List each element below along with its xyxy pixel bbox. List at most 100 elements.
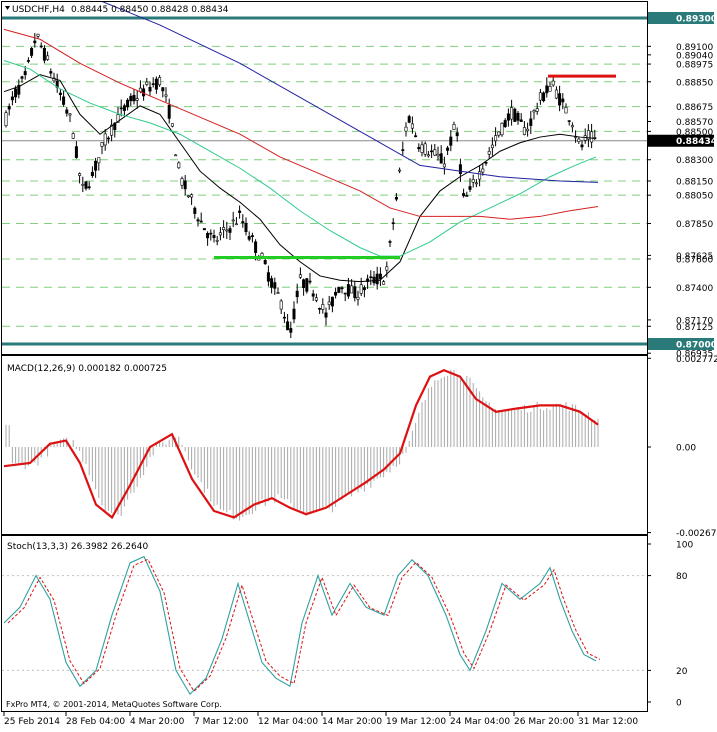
candle-body [289,328,293,333]
price-tick-label: 0.88570 [676,118,713,128]
candle-body [295,290,299,298]
candle-body [161,87,165,92]
candle-body [132,94,136,102]
price-grid-lines [2,16,647,346]
ohlc-readout: 0.88445 0.88450 0.88428 0.88434 [71,5,229,15]
candle-body [305,278,309,292]
candle-body [129,95,133,102]
stoch-panel-frame [1,535,648,712]
candle-body [20,76,24,79]
candle-body [254,241,258,253]
candle-body [65,109,69,114]
candle-body [577,138,581,142]
macd-label: MACD(12,26,9) 0.000182 0.000725 [7,364,167,374]
candle-body [372,276,376,284]
candle-body [270,278,274,288]
candle-body [170,123,174,127]
candle-body [430,150,434,153]
candle-body [458,164,462,174]
candle-body [324,312,328,318]
candle-body [404,126,408,132]
candle-body [135,98,139,101]
candle-body [94,160,98,171]
candle-body [510,107,514,120]
candle-body [30,48,34,56]
candle-body [449,136,453,146]
candle-body [311,293,315,297]
candle-body [87,186,91,189]
candle-body [46,55,50,60]
price-tick-label: 0.87000 [676,341,717,351]
candle-body [68,113,72,116]
candle-body [398,169,402,172]
candle-body [209,232,213,235]
macd-signal-line [3,369,599,520]
candle-body [308,280,312,283]
candle-body [145,81,149,85]
candle-body [484,162,488,164]
candle-body [174,154,178,157]
time-tick-label: 24 Mar 04:00 [450,717,510,727]
candle-body [522,127,526,135]
candle-body [503,120,507,128]
candle-body [279,300,283,310]
candle-body [231,219,235,222]
price-tick-label: 0.88434 [676,137,717,147]
time-tick-label: 28 Feb 04:00 [66,717,125,727]
price-tick-label: 0.87600 [676,255,713,265]
price-tick-label: 0.87625 [676,252,713,262]
candle-body [506,113,510,121]
stoch-tick-label: 20 [676,667,688,677]
candle-body [74,146,78,158]
candle-body [247,236,251,240]
price-tick-label: 0.87125 [676,323,713,333]
macd-panel-frame [1,355,648,535]
candle-body [343,292,347,295]
candle-body [423,143,427,155]
symbol-header: USDCHF,H4 0.88445 0.88450 0.88428 0.8843… [5,5,229,15]
stoch-tick-label: 0 [676,699,682,709]
candle-body [314,297,318,301]
ma-red-line [3,28,599,220]
candle-body [439,153,443,164]
candle-body [113,122,117,130]
time-tick-label: 7 Mar 12:00 [194,717,249,727]
candle-body [286,321,290,331]
candle-body [535,108,539,112]
candle-body [148,86,152,92]
candle-body [234,223,238,226]
candle-body [481,168,485,173]
candle-body [362,287,366,291]
macd-tick-label: -0.002674 [676,529,717,539]
candle-body [318,308,322,310]
price-tick-label: 0.88300 [676,156,713,166]
price-tick-label: 0.89040 [676,51,713,61]
stoch-tick-label: 100 [676,541,693,551]
candle-body [167,104,171,119]
candle-body [420,144,424,153]
candle-body [7,106,11,110]
candle-body [487,151,491,155]
time-tick-label: 19 Mar 12:00 [386,717,446,727]
candle-body [452,123,456,130]
candle-body [490,144,494,149]
candle-body [100,142,104,147]
candle-body [62,96,66,105]
candle-body [369,276,373,279]
candle-body [49,71,53,74]
candle-body [276,292,280,294]
candle-body [532,110,536,113]
candle-body [519,119,523,122]
candle-body [298,274,302,278]
candle-body [548,86,552,92]
candle-body [586,130,590,140]
price-tick-label: 0.88975 [676,61,713,71]
candle-body [33,40,37,44]
candle-body [106,137,110,140]
candle-body [39,45,43,48]
time-tick-label: 26 Mar 20:00 [514,717,574,727]
candle-body [164,94,168,97]
candle-body [183,180,187,190]
